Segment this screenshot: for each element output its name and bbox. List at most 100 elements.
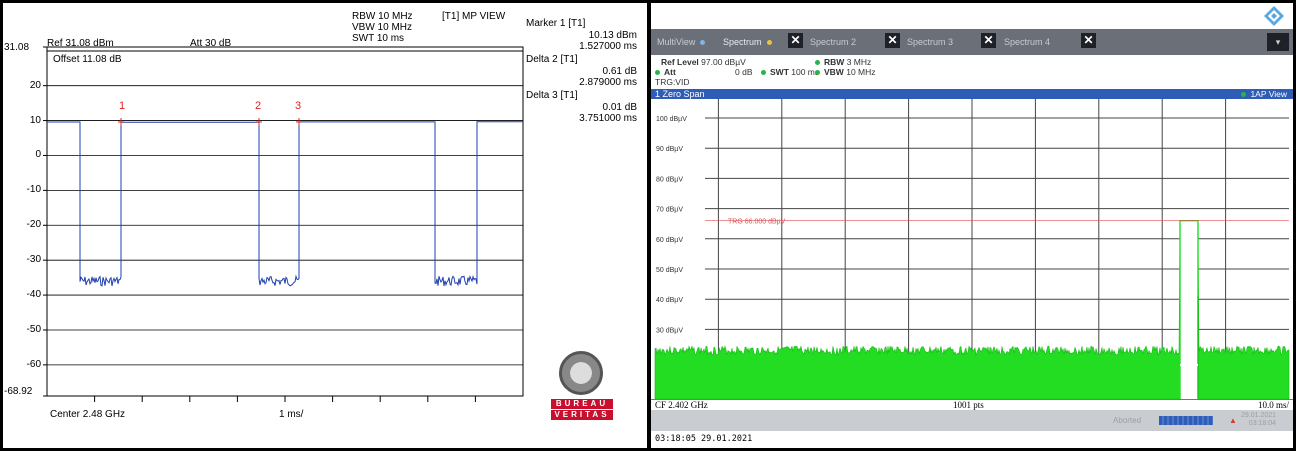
ref-level: Ref 31.08 dBm (47, 38, 114, 49)
rbw-setting[interactable]: RBW 3 MHz (815, 57, 871, 67)
trace-mode: [T1] MP VIEW (442, 11, 506, 22)
footer-timestamp: 03:18:05 29.01.2021 (651, 431, 1293, 448)
status-time: 03:18:04 (1248, 420, 1277, 427)
close-icon[interactable]: ✕ (1081, 33, 1096, 48)
tab-spectrum-2[interactable]: Spectrum 2 (810, 34, 856, 50)
trigger-label: TRG 66.000 dBµV (728, 219, 786, 226)
ref-level-label: Ref Level (661, 57, 699, 67)
window-title-bar: 1 Zero Span 1AP View (651, 89, 1293, 99)
delta-2-value: 0.61 dB (602, 66, 637, 77)
status-bar: Aborted ▲ 29.01.2021 03:18:04 (651, 410, 1293, 431)
swt-label: SWT (770, 67, 789, 77)
pulse-gap (1180, 364, 1198, 366)
status-dot-icon (761, 70, 766, 76)
status-dot-icon (1241, 92, 1247, 98)
vbw-value: 10 MHz (846, 67, 876, 77)
status-text: Aborted (1113, 416, 1142, 425)
rbw-setting: RBW 10 MHz (352, 11, 413, 22)
y-tick-label: -30 (26, 254, 41, 266)
tab-spectrum[interactable]: Spectrum (723, 34, 772, 50)
measurement-settings: Ref Level 97.00 dBµV Att 0 dB SWT 100 ms… (651, 55, 1293, 89)
y-tick-label: 10 (29, 114, 41, 126)
delta-3-time: 3.751000 ms (579, 113, 637, 124)
offset: Offset 11.08 dB (53, 54, 122, 65)
vbw-setting: VBW 10 MHz (352, 22, 413, 33)
bureau-veritas-logo: BUREAU VERITAS (551, 351, 613, 421)
trigger-setting: TRG:VID (655, 77, 690, 87)
tab-spectrum-label: Spectrum (723, 37, 762, 47)
y-tick-label: -40 (26, 289, 41, 301)
marker-1-title: Marker 1 [T1] (526, 18, 586, 29)
plot-footer: CF 2.402 GHz 1001 pts 10.0 ms/ (651, 399, 1293, 410)
y-axis-label: 100 dBµV (656, 116, 687, 123)
logo-word-1: BUREAU (551, 399, 613, 409)
time-per-division: 10.0 ms/ (1257, 400, 1289, 410)
tab-multiview[interactable]: MultiView (657, 34, 706, 50)
right-zero-span-plot: 100 dBµV 90 dBµV 80 dBµV 70 dBµV 60 dBµV 50 d… (651, 99, 1293, 399)
status-dot-icon (655, 70, 660, 76)
ref-level-value: 97.00 dBµV (701, 57, 746, 67)
tab-dot-icon (766, 40, 772, 46)
y-axis-label: 70 dBµV (656, 207, 683, 214)
marker-1-time: 1.527000 ms (579, 41, 637, 52)
swt-setting[interactable]: SWT 100 ms (761, 67, 819, 77)
y-tick-label: -50 (26, 323, 41, 335)
top-bar (651, 3, 1293, 29)
warning-icon[interactable]: ▲ (1229, 416, 1237, 425)
center-frequency: Center 2.48 GHz (50, 409, 126, 420)
window-title: 1 Zero Span (655, 89, 705, 99)
y-axis-label: 40 dBµV (656, 297, 683, 304)
center-frequency: CF 2.402 GHz (655, 400, 708, 410)
y-axis-label: 80 dBµV (656, 176, 683, 183)
y-tick-label: -20 (26, 219, 41, 231)
y-top-label: 31.08 (4, 42, 30, 53)
tab-spectrum-2-label: Spectrum 2 (810, 37, 857, 47)
att-value: 0 dB (735, 67, 753, 77)
delta-3-value: 0.01 dB (602, 102, 637, 113)
y-tick-label: -10 (26, 184, 41, 196)
progress-bar (1159, 416, 1213, 425)
vbw-setting[interactable]: VBW 10 MHz (815, 67, 876, 77)
close-icon[interactable]: ✕ (981, 33, 996, 48)
trace-1 (47, 121, 523, 287)
tab-spectrum-4[interactable]: Spectrum 4 (1004, 34, 1050, 50)
y-bottom-label: -68.92 (4, 386, 33, 397)
y-tick-label: -60 (26, 358, 41, 370)
tab-spectrum-4-label: Spectrum 4 (1004, 37, 1051, 47)
menu-chevron-icon[interactable]: ▾ (1267, 33, 1289, 51)
close-icon[interactable]: ✕ (885, 33, 900, 48)
ref-level-setting[interactable]: Ref Level 97.00 dBµV (661, 57, 746, 67)
tab-dot-icon (700, 40, 706, 46)
left-zero-span-plot: 1 2 3 (43, 46, 524, 402)
y-axis-label: 90 dBµV (656, 146, 683, 153)
pulse-gap (1180, 220, 1198, 399)
view-mode: 1AP View (1241, 89, 1287, 99)
marker-label-3: 3 (295, 100, 301, 112)
y-tick-label: 20 (29, 79, 41, 91)
marker-label-1: 1 (119, 100, 125, 112)
marker-label-2: 2 (255, 100, 261, 112)
y-axis-label: 30 dBµV (656, 327, 683, 334)
status-datetime: 29.01.2021 03:18:04 (1241, 412, 1276, 428)
delta-2-title: Delta 2 [T1] (526, 54, 578, 65)
att-label: Att (664, 67, 676, 77)
status-dot-icon (815, 70, 820, 76)
tab-multiview-label: MultiView (657, 37, 696, 47)
status-dot-icon (815, 60, 820, 66)
tab-spectrum-3[interactable]: Spectrum 3 (907, 34, 953, 50)
marker-1-value: 10.13 dBm (588, 30, 637, 41)
status-date: 29.01.2021 (1241, 412, 1277, 419)
swt-value: 100 ms (791, 67, 820, 77)
delta-2-time: 2.879000 ms (579, 77, 637, 88)
y-axis-label: 50 dBµV (656, 267, 683, 274)
close-icon[interactable]: ✕ (788, 33, 803, 48)
rbw-label: RBW (824, 57, 845, 67)
delta-3-title: Delta 3 [T1] (526, 90, 578, 101)
logo-seal-icon (559, 351, 603, 395)
tab-spectrum-3-label: Spectrum 3 (907, 37, 954, 47)
points-count: 1001 pts (953, 400, 984, 410)
att-setting[interactable]: Att (655, 67, 676, 77)
y-tick-label: 0 (35, 149, 41, 161)
swt-setting: SWT 10 ms (352, 33, 405, 44)
vbw-label: VBW (824, 67, 844, 77)
